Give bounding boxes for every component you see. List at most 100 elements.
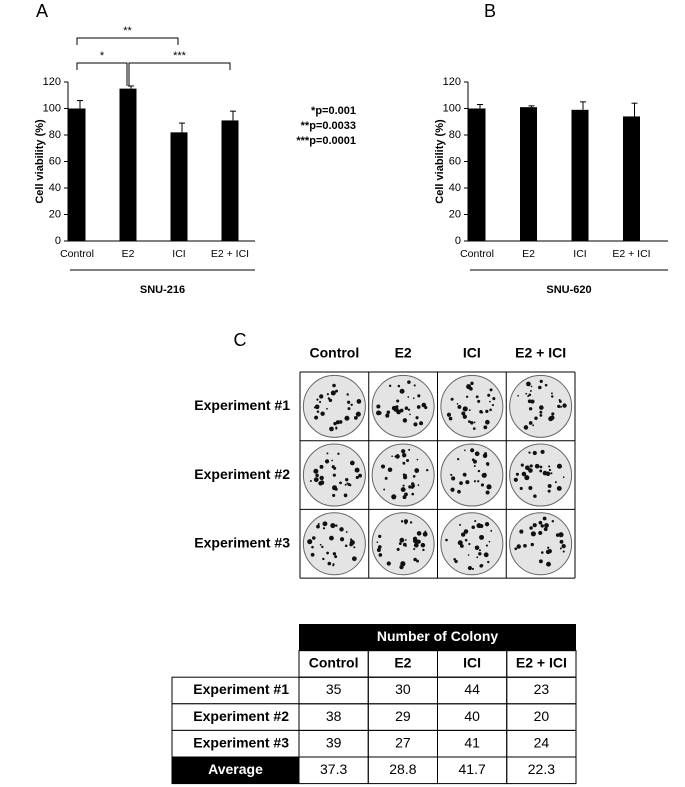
colony — [378, 553, 383, 557]
colony — [402, 461, 406, 465]
colony — [533, 494, 537, 498]
colony — [332, 473, 336, 477]
colony — [472, 427, 476, 430]
colony — [479, 564, 483, 568]
colony — [413, 384, 416, 387]
table-title: Number of Colony — [377, 628, 499, 644]
colony — [399, 537, 405, 543]
colony — [422, 531, 428, 537]
colony — [457, 540, 463, 546]
table-row-label: Experiment #2 — [193, 708, 289, 724]
bar-chart: B 0 20 40 60 80 100 120 Cell viability (%) Contro… — [434, 1, 668, 296]
row-header: Experiment #3 — [194, 534, 290, 550]
colony — [319, 464, 324, 469]
y-tick-label: 20 — [49, 208, 61, 220]
colony — [416, 405, 421, 409]
table-value: 37.3 — [320, 761, 347, 777]
table-column-header: Control — [309, 655, 359, 671]
colony — [309, 480, 312, 482]
colony — [400, 487, 406, 493]
colony — [532, 424, 535, 427]
colony — [468, 542, 471, 546]
colony — [347, 407, 351, 411]
colony — [529, 526, 533, 530]
colony — [534, 416, 538, 421]
colony — [402, 453, 407, 458]
x-tick-label: Control — [60, 248, 94, 260]
table-value: 39 — [326, 734, 342, 750]
colony — [316, 410, 320, 413]
table-value: 23 — [534, 681, 550, 697]
y-tick-label: 100 — [43, 102, 61, 114]
colony — [320, 411, 325, 416]
colony — [543, 527, 548, 532]
colony — [451, 476, 456, 481]
colony — [487, 560, 490, 564]
table-value: 29 — [395, 708, 411, 724]
colony — [457, 457, 460, 461]
colony — [335, 524, 338, 527]
x-axis-label: SNU-216 — [140, 284, 185, 296]
colony — [324, 459, 330, 464]
y-tick-label: 80 — [49, 129, 61, 141]
colony — [408, 485, 412, 489]
plate — [509, 443, 573, 507]
colony — [397, 384, 401, 388]
table-value: 41 — [464, 734, 480, 750]
colony — [420, 542, 426, 548]
colony — [333, 421, 337, 426]
colony — [476, 556, 479, 559]
colony — [485, 462, 490, 466]
colony — [474, 545, 480, 551]
colony — [399, 408, 404, 413]
row-label-cell — [171, 756, 300, 785]
colony — [532, 450, 537, 456]
colony — [540, 524, 545, 528]
colony — [477, 399, 481, 403]
colony — [513, 477, 518, 482]
table-value: 44 — [464, 681, 480, 697]
colony — [414, 468, 420, 473]
table-value: 35 — [326, 681, 342, 697]
colony — [412, 397, 415, 400]
x-axis-label: SNU-620 — [546, 284, 591, 296]
colony — [413, 542, 419, 548]
colony — [515, 472, 519, 476]
colony — [481, 472, 487, 478]
colony — [405, 474, 408, 476]
colony — [470, 448, 475, 453]
colony — [530, 399, 535, 404]
colony — [516, 544, 521, 549]
colony — [544, 523, 549, 528]
colony — [347, 400, 351, 404]
y-tick-label: 100 — [443, 102, 461, 114]
colony — [398, 542, 402, 545]
colony — [396, 547, 400, 551]
colony — [402, 473, 406, 477]
colony — [528, 421, 533, 425]
plate — [302, 512, 366, 576]
colony — [540, 449, 545, 454]
colony — [314, 404, 320, 410]
colony — [385, 413, 390, 418]
colony — [467, 420, 471, 423]
colony — [386, 410, 391, 415]
colony — [319, 400, 322, 404]
colony — [482, 453, 488, 458]
panel-label: A — [36, 1, 48, 21]
x-tick-label: ICI — [573, 248, 586, 260]
colony — [312, 536, 316, 540]
colony — [329, 535, 334, 541]
cell — [506, 756, 577, 785]
colony — [548, 465, 551, 468]
colony — [318, 481, 323, 486]
colony — [561, 544, 566, 549]
colony — [391, 455, 393, 458]
colony — [530, 531, 536, 537]
colony — [473, 421, 476, 424]
y-tick-label: 20 — [449, 208, 461, 220]
colony — [311, 545, 314, 549]
colony — [462, 414, 467, 419]
colony — [401, 449, 406, 454]
colony — [376, 404, 381, 409]
